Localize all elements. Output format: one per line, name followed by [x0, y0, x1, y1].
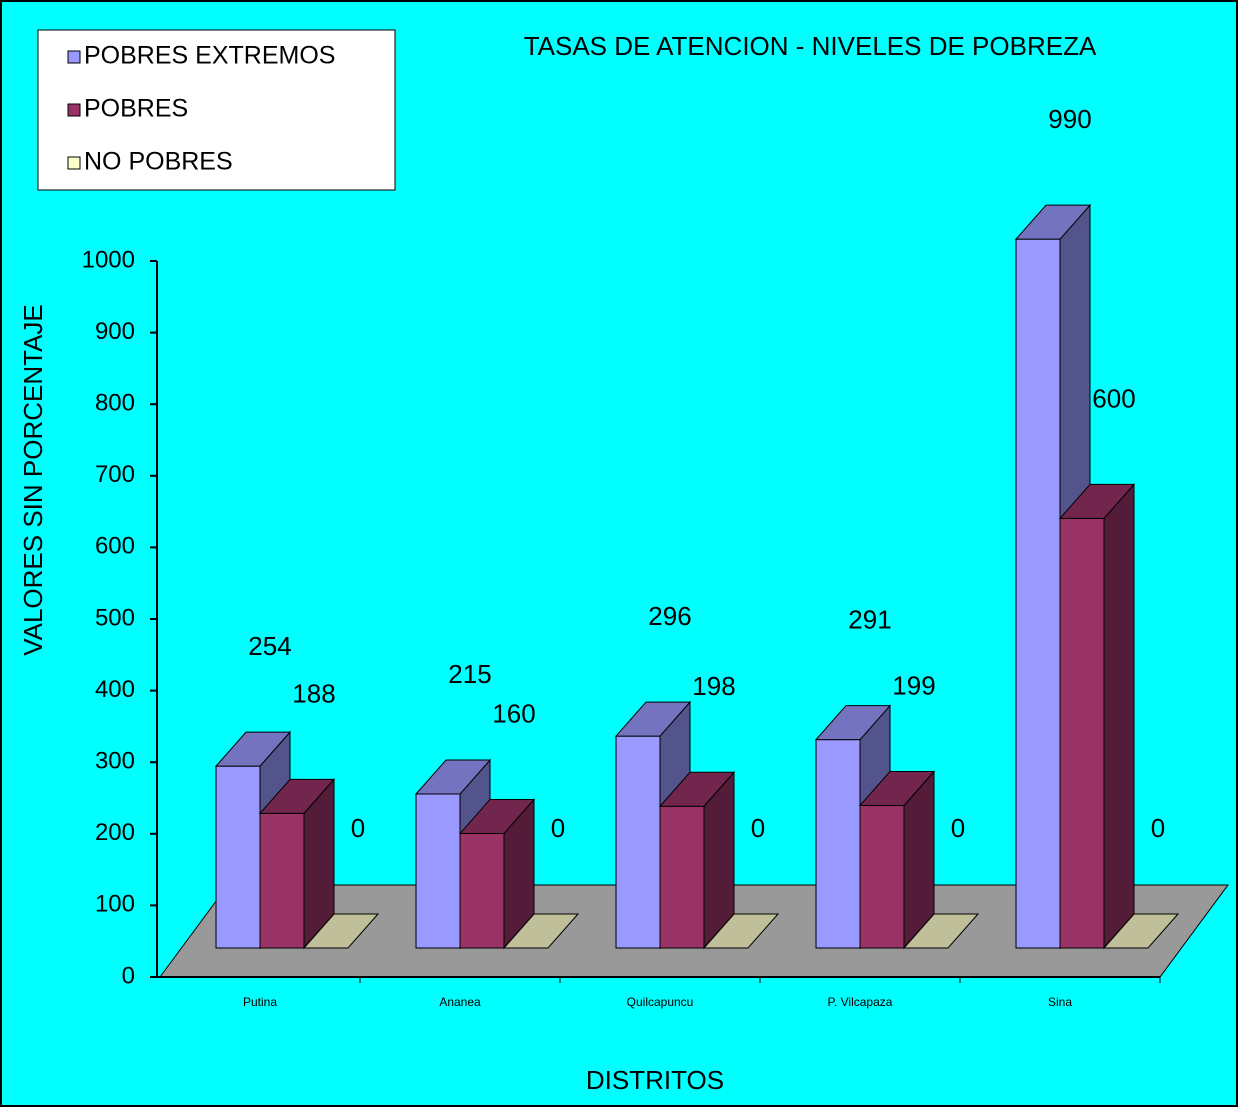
value-label: 0 [351, 813, 365, 843]
legend-swatch [67, 103, 81, 117]
y-tick-label: 500 [95, 604, 135, 631]
value-label: 0 [1151, 813, 1165, 843]
bar-front [659, 805, 705, 949]
x-tick-label: P. Vilcapaza [828, 995, 893, 1009]
value-label: 215 [448, 659, 491, 689]
bar [1102, 913, 1180, 949]
value-label: 0 [951, 813, 965, 843]
value-label: 188 [292, 678, 335, 708]
bar-front [815, 739, 861, 949]
value-label: 0 [751, 813, 765, 843]
y-tick-label: 800 [95, 390, 135, 417]
bar-top [458, 798, 536, 834]
x-tick-label: Ananea [439, 995, 481, 1009]
bar [658, 770, 736, 950]
legend-label: POBRES EXTREMOS [84, 42, 335, 70]
x-axis-label: DISTRITOS [586, 1065, 724, 1095]
bar-top [1058, 483, 1136, 519]
bar-top [902, 913, 980, 949]
bar-top [302, 913, 380, 949]
value-label: 254 [248, 631, 291, 661]
bar-front [1059, 517, 1105, 949]
value-label: 600 [1092, 383, 1135, 413]
bar-top [702, 913, 780, 949]
y-tick-label: 400 [95, 676, 135, 703]
y-axis-label: VALORES SIN PORCENTAJE [18, 304, 48, 656]
bar [258, 778, 336, 950]
bar-front [259, 812, 305, 949]
bar [502, 913, 580, 949]
legend [37, 29, 396, 191]
y-tick-label: 200 [95, 819, 135, 846]
bar-side [1103, 483, 1135, 950]
value-label: 990 [1048, 104, 1091, 134]
bar-top [414, 759, 492, 795]
bar-top [502, 913, 580, 949]
bar-front [215, 765, 261, 949]
y-tick-label: 100 [95, 891, 135, 918]
bar-top [214, 731, 292, 767]
x-tick-label: Putina [243, 995, 277, 1009]
bar-top [658, 771, 736, 807]
chart-title: TASAS DE ATENCION - NIVELES DE POBREZA [524, 31, 1097, 61]
bar-top [858, 771, 936, 807]
value-label: 0 [551, 813, 565, 843]
bar-top [1014, 204, 1092, 240]
y-tick-label: 0 [122, 962, 135, 989]
bar [702, 913, 780, 949]
bar-top [814, 705, 892, 741]
y-tick-label: 1000 [82, 246, 135, 273]
value-label: 198 [692, 671, 735, 701]
bar [458, 798, 536, 950]
y-tick-label: 600 [95, 533, 135, 560]
value-label: 296 [648, 601, 691, 631]
legend-swatch [67, 156, 81, 170]
bar-front [615, 735, 661, 949]
bar-top [258, 778, 336, 814]
bar [902, 913, 980, 949]
bar-front [859, 805, 905, 949]
legend-label: NO POBRES [84, 148, 233, 176]
x-tick-label: Sina [1048, 995, 1072, 1009]
bar-top [614, 701, 692, 737]
value-label: 291 [848, 605, 891, 635]
value-label: 199 [892, 670, 935, 700]
bar [302, 913, 380, 949]
bar [858, 770, 936, 950]
y-tick-label: 700 [95, 461, 135, 488]
bar [1058, 483, 1136, 950]
y-tick-label: 300 [95, 748, 135, 775]
y-tick-label: 900 [95, 318, 135, 345]
bar-front [415, 793, 461, 949]
value-label: 160 [492, 698, 535, 728]
bar-front [1015, 238, 1061, 949]
bar-top [1102, 913, 1180, 949]
x-tick-label: Quilcapuncu [627, 995, 694, 1009]
bar-front [459, 832, 505, 949]
legend-swatch [67, 50, 81, 64]
legend-label: POBRES [84, 95, 188, 123]
